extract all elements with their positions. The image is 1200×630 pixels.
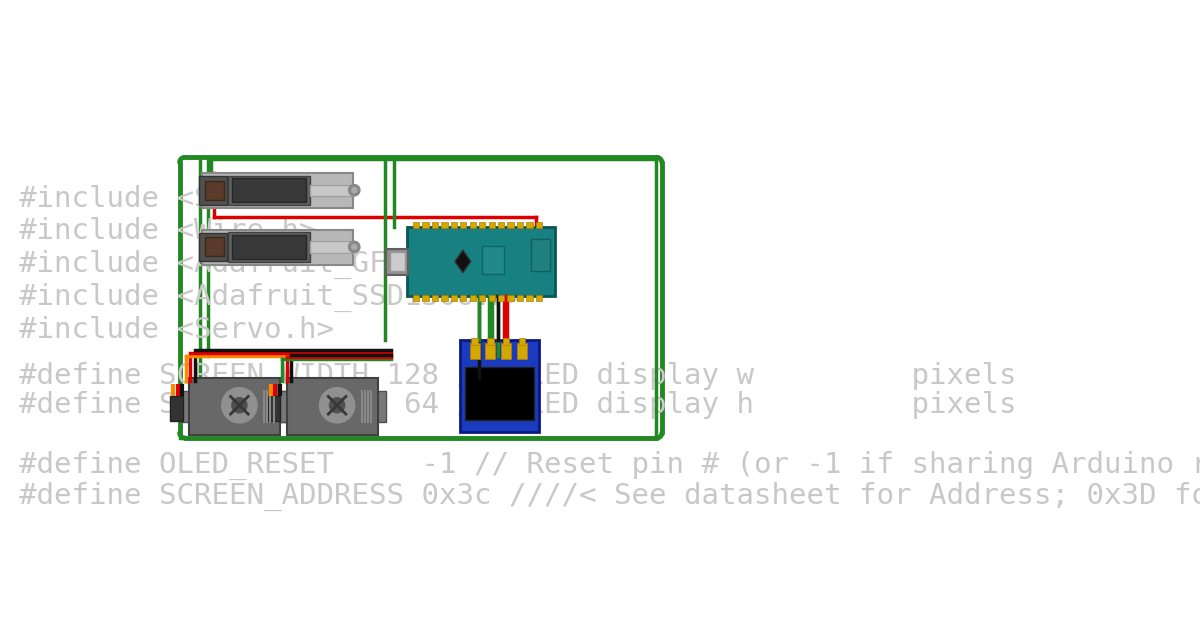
Bar (508, 222, 514, 228)
Bar (487, 338, 493, 345)
Text: #define SCREEN_WIDTH 128 // OLED display w         pixels: #define SCREEN_WIDTH 128 // OLED display… (19, 362, 1016, 391)
Bar (485, 343, 496, 359)
Bar (517, 295, 523, 301)
Bar (503, 338, 509, 345)
Bar (232, 178, 306, 202)
Bar (390, 252, 404, 271)
Text: #define SCREEN_ADDRESS 0x3c ////< See datasheet for Address; 0x3D for 12…: #define SCREEN_ADDRESS 0x3c ////< See da… (19, 482, 1200, 511)
Bar (198, 233, 227, 261)
Polygon shape (455, 250, 470, 273)
Bar (518, 338, 526, 345)
Text: #include <Adafruit_SSD1306.h>: #include <Adafruit_SSD1306.h> (19, 283, 527, 312)
Circle shape (330, 398, 344, 413)
Text: #include <Servo.h>: #include <Servo.h> (19, 316, 334, 343)
Bar (535, 295, 542, 301)
Text: #define SCREEN_HEIGHT 64 // OLED display h         pixels: #define SCREEN_HEIGHT 64 // OLED display… (19, 391, 1016, 420)
Circle shape (352, 188, 356, 193)
Bar (407, 227, 554, 296)
Circle shape (222, 387, 257, 423)
Bar (479, 222, 485, 228)
Bar (469, 343, 480, 359)
Bar (469, 295, 476, 301)
Circle shape (232, 398, 247, 413)
Bar (205, 238, 223, 256)
Bar (469, 222, 476, 228)
Bar (508, 295, 514, 301)
Bar (232, 235, 306, 259)
Bar (466, 367, 534, 420)
Text: #define OLED_RESET     -1 // Reset pin # (or -1 if sharing Arduino reset pin): #define OLED_RESET -1 // Reset pin # (or… (19, 450, 1200, 479)
Bar (280, 391, 288, 422)
Bar (482, 246, 504, 274)
Text: GND VCC DCL SDA: GND VCC DCL SDA (466, 361, 529, 367)
Bar (432, 295, 438, 301)
Bar (413, 222, 419, 228)
Bar (527, 295, 533, 301)
Bar (202, 230, 353, 265)
Bar (432, 222, 438, 228)
Bar (451, 222, 457, 228)
Bar (460, 340, 539, 432)
Circle shape (319, 387, 355, 423)
Bar (287, 378, 378, 435)
Bar (442, 222, 448, 228)
Bar (451, 295, 457, 301)
Bar (527, 222, 533, 228)
Bar (488, 222, 494, 228)
Bar (502, 343, 511, 359)
Circle shape (348, 185, 360, 196)
Bar (202, 173, 353, 208)
Bar (472, 338, 478, 345)
Bar (498, 222, 504, 228)
Bar (413, 295, 419, 301)
Bar (198, 176, 227, 205)
Bar (422, 222, 428, 228)
Bar (498, 295, 504, 301)
Bar (268, 396, 281, 421)
Bar (310, 185, 354, 196)
Bar (386, 249, 408, 275)
Bar (530, 239, 550, 271)
Text: #include <SPI.h>: #include <SPI.h> (19, 185, 299, 212)
Text: #include <Wire.h>: #include <Wire.h> (19, 217, 317, 245)
Circle shape (348, 241, 360, 253)
Bar (442, 295, 448, 301)
Bar (422, 295, 428, 301)
Bar (488, 295, 494, 301)
Bar (228, 176, 310, 205)
Bar (377, 391, 385, 422)
Bar (460, 222, 467, 228)
Bar (460, 295, 467, 301)
Bar (517, 222, 523, 228)
Bar (310, 241, 354, 253)
Bar (205, 181, 223, 200)
Bar (228, 232, 310, 262)
Bar (479, 295, 485, 301)
Bar (517, 343, 527, 359)
Text: #include <Adafruit_GFX.h>: #include <Adafruit_GFX.h> (19, 250, 456, 279)
Bar (170, 396, 182, 421)
Bar (190, 378, 281, 435)
Bar (181, 391, 191, 422)
Bar (280, 391, 288, 422)
Bar (535, 222, 542, 228)
Circle shape (352, 244, 356, 249)
